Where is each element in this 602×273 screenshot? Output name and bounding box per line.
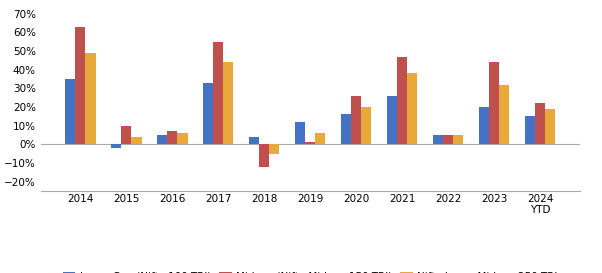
Bar (223, 62, 234, 144)
Bar (305, 143, 315, 144)
Bar (269, 144, 279, 154)
Bar (249, 137, 259, 144)
Bar (479, 107, 489, 144)
Bar (433, 135, 443, 144)
Bar (178, 133, 187, 144)
Bar (157, 135, 167, 144)
Bar (443, 135, 453, 144)
Bar (122, 126, 131, 144)
Bar (351, 96, 361, 144)
Bar (489, 62, 499, 144)
Bar (525, 116, 535, 144)
Bar (545, 109, 555, 144)
Bar (259, 144, 269, 167)
Bar (499, 85, 509, 144)
Bar (361, 107, 371, 144)
Bar (295, 122, 305, 144)
Bar (75, 26, 85, 144)
Bar (85, 53, 96, 144)
Bar (111, 144, 122, 148)
Bar (341, 114, 351, 144)
Bar (453, 135, 463, 144)
Bar (65, 79, 75, 144)
Bar (203, 83, 213, 144)
Bar (131, 137, 141, 144)
Bar (315, 133, 325, 144)
Bar (397, 57, 407, 144)
Bar (213, 41, 223, 144)
Bar (535, 103, 545, 144)
Bar (387, 96, 397, 144)
Legend: Large Cap (Nifty 100 TRI), Midcap (Nifty Midcap 150 TRI), Nifty Large Midcap 250: Large Cap (Nifty 100 TRI), Midcap (Nifty… (58, 267, 562, 273)
Bar (407, 73, 417, 144)
Bar (167, 131, 178, 144)
